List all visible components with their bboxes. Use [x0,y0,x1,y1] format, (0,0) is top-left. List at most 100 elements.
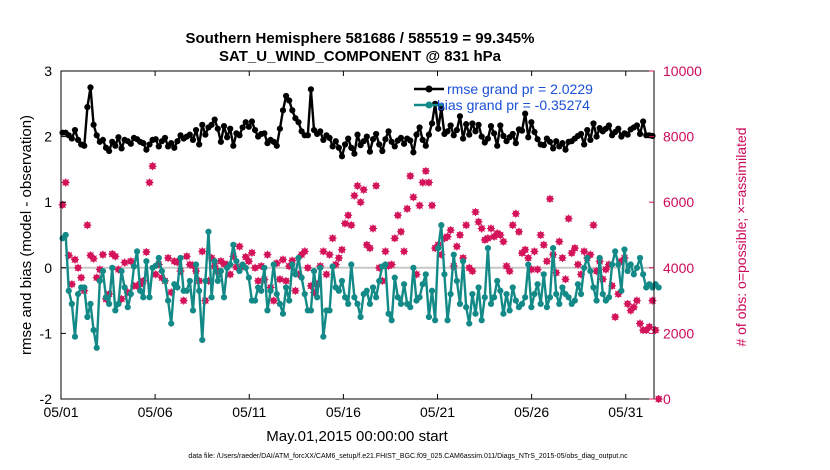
obs-marker [334,253,343,262]
legend-bias-label: bias grand pr = -0.35274 [437,97,590,113]
obs-marker [278,255,287,264]
bias-point [491,294,498,301]
rmse-point [351,150,358,157]
obs-marker [474,217,483,226]
rmse-point [581,141,588,148]
obs-marker [226,270,235,279]
bias-point [137,287,144,294]
bias-point [571,297,578,304]
bias-point [202,277,209,285]
bias-point [416,294,423,301]
bias-point [68,300,75,307]
rmse-point [373,130,380,138]
bias-point [282,284,290,291]
bias-point [432,317,439,324]
bias-point [512,297,519,304]
bias-point [354,300,361,307]
rmse-point [419,136,426,143]
rmse-point [590,120,597,127]
bias-point [115,300,122,307]
rmse-point [472,128,479,135]
bias-point [400,281,408,288]
bias-point [655,284,662,291]
x-tick-label: 05/01 [43,404,78,420]
obs-marker [654,395,663,403]
axis-ticks: 05/01 05/06 05/11 05/16 05/21 05/26 05/31 3 2 1 0 -… [40,63,703,420]
rmse-point [307,86,315,93]
bias-point [444,317,451,324]
rmse-point [84,103,91,111]
rmse-point [525,134,532,141]
obs-marker [496,231,505,239]
bias-point [317,264,324,271]
obs-marker [601,265,610,274]
obs-marker [369,224,378,233]
obs-marker [254,276,263,285]
rmse-point [633,122,641,129]
rmse-point [168,140,175,147]
obs-marker [251,263,260,272]
rmse-point [422,142,429,149]
bias-point [509,284,516,291]
obs-marker [558,253,567,262]
bias-point [295,254,302,262]
rmse-point [239,124,246,131]
bias-point [528,304,535,311]
rmse-point [171,144,178,151]
rmse-point [518,127,526,134]
obs-marker [533,265,542,274]
bias-point [388,317,395,324]
rmse-point [345,135,352,142]
bias-point [251,297,259,304]
rmse-point [220,123,228,130]
rmse-point [87,84,94,91]
bias-point [615,261,622,268]
legend: rmse grand pr = 2.0229 bias grand pr = -… [414,81,593,113]
rmse-point [192,126,200,134]
bias-point [419,281,426,288]
bias-point [158,267,166,275]
bias-point [363,287,370,294]
obs-marker [198,247,207,256]
bias-point [276,300,283,307]
rmse-point [416,124,423,131]
rmse-point [456,113,464,120]
rmse-point [636,130,644,138]
rmse-point [391,143,398,150]
bias-point [633,264,641,271]
bias-point [627,261,634,268]
bias-point [127,290,134,298]
obs-marker [164,253,173,262]
bias-point [369,284,377,291]
bias-point [112,307,119,314]
bias-point [264,307,271,314]
rmse-point [397,134,405,142]
rmse-point [276,125,283,132]
rmse-point [475,121,482,128]
bias-point [640,271,647,278]
rmse-point [407,137,414,144]
rmse-point [435,125,442,132]
rmse-point [112,142,119,149]
rmse-point [261,130,268,137]
obs-marker [263,250,272,259]
bias-point [289,261,296,268]
obs-marker [291,286,300,295]
rmse-point [366,148,374,155]
bias-point [612,248,619,255]
x-tick-label: 05/31 [608,404,643,420]
bias-point [456,300,464,307]
bias-point [503,290,510,298]
rmse-point [143,146,150,153]
bias-point [621,246,628,253]
obs-marker [182,252,191,261]
obs-marker [275,275,284,284]
bias-point [556,300,563,307]
obs-marker [390,234,399,243]
rmse-point [202,131,209,138]
bias-point [217,267,224,275]
rmse-point [214,125,221,132]
obs-marker [446,226,455,235]
obs-marker [359,185,368,194]
